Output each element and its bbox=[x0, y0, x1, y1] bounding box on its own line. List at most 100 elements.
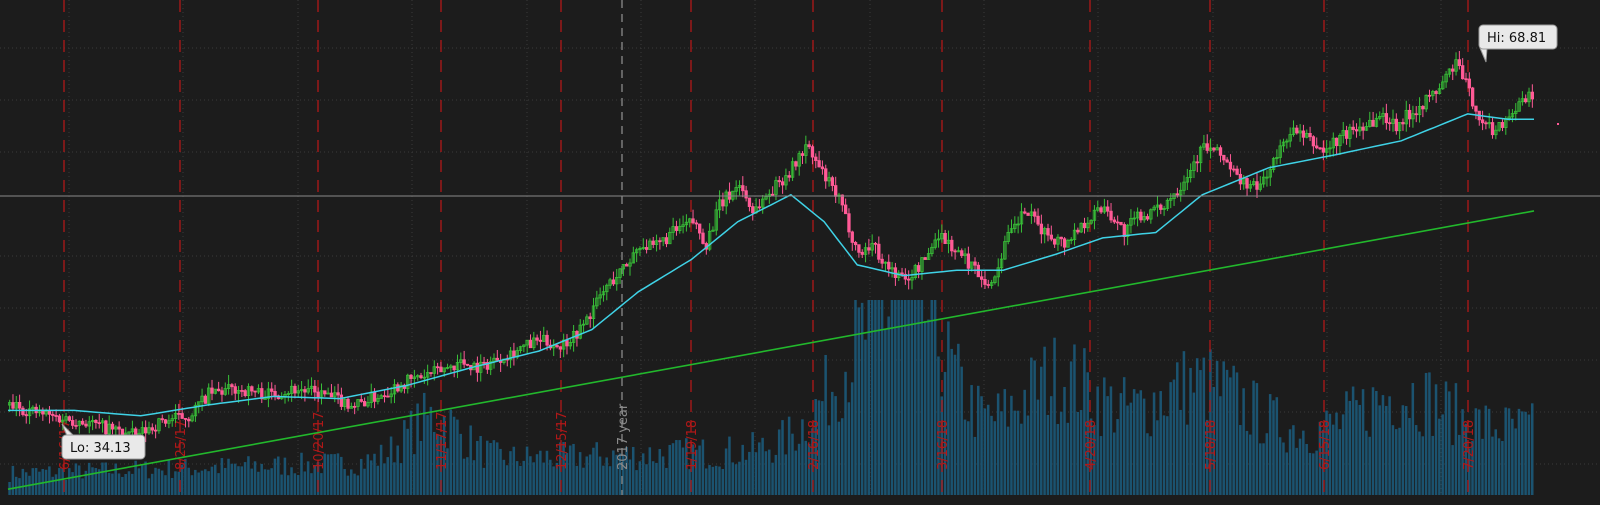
volume-bar bbox=[134, 460, 137, 495]
candle-body bbox=[1431, 91, 1435, 97]
candle-body bbox=[873, 242, 878, 245]
candle-body bbox=[1524, 98, 1528, 103]
candle-body bbox=[1331, 137, 1335, 149]
candle-body bbox=[545, 334, 549, 346]
candle-body bbox=[207, 387, 211, 404]
volume-bar bbox=[376, 465, 380, 495]
year-marker-label: 2017 year bbox=[616, 403, 631, 470]
volume-bar bbox=[967, 421, 970, 495]
candle-body bbox=[1089, 219, 1093, 224]
volume-bar bbox=[1159, 391, 1162, 495]
volume-bars bbox=[8, 300, 1534, 495]
volume-bar bbox=[804, 440, 807, 495]
volume-bar bbox=[505, 465, 509, 495]
volume-bar bbox=[718, 466, 721, 495]
volume-bar bbox=[903, 300, 907, 495]
candle-body bbox=[711, 229, 715, 232]
volume-bar bbox=[346, 475, 350, 495]
volume-bar bbox=[1481, 438, 1484, 495]
candle-body bbox=[389, 393, 393, 398]
volume-bar bbox=[1434, 384, 1438, 495]
candle-body bbox=[731, 190, 735, 200]
volume-bar bbox=[724, 448, 728, 495]
volume-bar bbox=[1215, 360, 1219, 495]
candle-body bbox=[1039, 223, 1044, 235]
volume-bar bbox=[860, 302, 864, 495]
volume-bar bbox=[545, 450, 549, 495]
volume-bar bbox=[1189, 367, 1192, 495]
volume-bar bbox=[1358, 404, 1361, 495]
candle-body bbox=[1285, 140, 1289, 143]
candle-body bbox=[1520, 98, 1525, 103]
candle-body bbox=[1112, 219, 1117, 223]
candle-body bbox=[346, 398, 350, 409]
volume-bar bbox=[857, 307, 861, 495]
candle-body bbox=[253, 390, 257, 393]
candle-body bbox=[522, 344, 526, 348]
candle-body bbox=[1222, 154, 1226, 161]
candle-body bbox=[1510, 113, 1515, 118]
volume-bar bbox=[1471, 441, 1474, 495]
candle-body bbox=[1261, 176, 1266, 185]
volume-bar bbox=[734, 464, 738, 495]
volume-bar bbox=[230, 463, 234, 495]
candle-body bbox=[996, 267, 1000, 278]
volume-bar bbox=[456, 419, 459, 495]
volume-bar bbox=[243, 462, 247, 495]
candle-body bbox=[419, 375, 423, 379]
volume-bar bbox=[349, 469, 353, 495]
volume-bar bbox=[602, 465, 605, 495]
candle-body bbox=[1507, 116, 1511, 119]
volume-bar bbox=[84, 470, 88, 495]
candle-body bbox=[930, 246, 934, 255]
candle-body bbox=[814, 156, 818, 161]
volume-bar bbox=[273, 458, 277, 495]
volume-bar bbox=[1179, 409, 1182, 495]
volume-bar bbox=[426, 415, 429, 495]
candle-body bbox=[140, 427, 145, 434]
volume-bar bbox=[313, 465, 317, 495]
candle-body bbox=[724, 191, 728, 207]
candle-body bbox=[107, 423, 111, 435]
candle-body bbox=[1228, 161, 1233, 170]
volume-bar bbox=[608, 466, 612, 495]
candle-body bbox=[170, 418, 174, 422]
candle-body bbox=[761, 198, 765, 208]
candle-body bbox=[1122, 224, 1126, 238]
volume-bar bbox=[482, 467, 486, 495]
candle-body bbox=[51, 413, 55, 416]
candle-body bbox=[150, 427, 154, 431]
volume-bar bbox=[200, 470, 204, 495]
candle-body bbox=[243, 390, 247, 397]
candle-body bbox=[691, 218, 695, 224]
candle-body bbox=[359, 399, 363, 402]
volume-bar bbox=[1521, 411, 1524, 495]
candle-body bbox=[688, 218, 692, 223]
volume-bar bbox=[1394, 429, 1398, 495]
volume-bar bbox=[539, 450, 542, 495]
candle-body bbox=[1179, 189, 1183, 196]
candle-body bbox=[485, 362, 490, 370]
candle-body bbox=[936, 238, 941, 241]
volume-bar bbox=[1511, 418, 1514, 495]
volume-bar bbox=[462, 458, 466, 495]
candle-body bbox=[1029, 211, 1034, 216]
candle-body bbox=[17, 401, 22, 409]
volume-bar bbox=[917, 300, 920, 495]
volume-bar bbox=[194, 469, 197, 495]
volume-bar bbox=[277, 456, 280, 495]
volume-bar bbox=[741, 444, 744, 495]
candle-body bbox=[1351, 126, 1355, 130]
candle-body bbox=[1437, 88, 1442, 94]
candle-body bbox=[648, 240, 652, 250]
candle-body bbox=[379, 395, 383, 399]
candle-body bbox=[1467, 78, 1471, 89]
volume-bar bbox=[794, 450, 798, 495]
candle-body bbox=[973, 261, 977, 266]
volume-bar bbox=[486, 440, 489, 495]
volume-bar bbox=[688, 469, 691, 495]
candle-body bbox=[926, 253, 931, 260]
candle-body bbox=[1404, 109, 1408, 125]
volume-bar bbox=[180, 464, 184, 495]
